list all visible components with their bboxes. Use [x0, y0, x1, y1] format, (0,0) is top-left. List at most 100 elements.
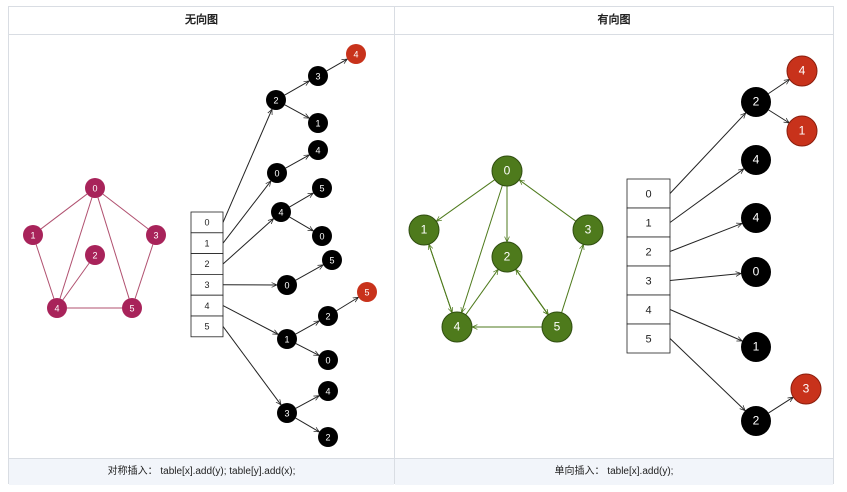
graph-edge [35, 244, 55, 299]
list-node-terminal: 5 [357, 282, 377, 302]
list-node: 5 [312, 178, 332, 198]
list-node: 2 [741, 406, 771, 436]
list-node: 0 [277, 275, 297, 295]
list-link [289, 216, 314, 231]
svg-text:5: 5 [329, 256, 334, 266]
svg-text:0: 0 [645, 188, 651, 200]
svg-text:4: 4 [204, 301, 209, 311]
svg-text:4: 4 [645, 304, 651, 316]
list-node: 4 [271, 202, 291, 222]
list-link [285, 154, 310, 169]
svg-text:2: 2 [325, 433, 330, 443]
svg-text:3: 3 [153, 231, 158, 241]
right-panel-title: 有向图 [395, 7, 833, 35]
graph-edge [134, 244, 154, 299]
figure-frame: 无向图 有向图 对称插入： table[x].add(y); table[y].… [8, 6, 834, 485]
svg-text:1: 1 [30, 231, 35, 241]
svg-text:0: 0 [92, 184, 97, 194]
graph-node: 4 [47, 298, 67, 318]
list-node: 4 [741, 203, 771, 233]
svg-text:5: 5 [364, 288, 369, 298]
list-node: 1 [277, 329, 297, 349]
list-node: 4 [318, 381, 338, 401]
adjacency-table-cell: 3 [626, 265, 671, 296]
svg-text:5: 5 [319, 184, 324, 194]
graph-node: 1 [23, 225, 43, 245]
svg-text:5: 5 [129, 304, 134, 314]
svg-text:4: 4 [325, 387, 330, 397]
list-node: 3 [277, 403, 297, 423]
svg-text:0: 0 [204, 218, 209, 228]
list-node: 0 [267, 163, 287, 183]
svg-text:4: 4 [278, 208, 283, 218]
svg-text:4: 4 [54, 304, 59, 314]
adjacency-table-cell: 5 [190, 315, 224, 338]
list-link [295, 417, 320, 432]
svg-text:0: 0 [274, 169, 279, 179]
svg-text:4: 4 [753, 211, 760, 225]
graph-node: 2 [85, 245, 105, 265]
list-node: 4 [308, 140, 328, 160]
list-node: 5 [322, 250, 342, 270]
svg-text:2: 2 [753, 95, 760, 109]
right-panel-caption: 单向插入： table[x].add(y); [395, 458, 833, 485]
list-node: 1 [741, 332, 771, 362]
adjacency-table-cell: 1 [190, 232, 224, 255]
svg-text:3: 3 [284, 409, 289, 419]
list-node: 0 [312, 226, 332, 246]
list-link [768, 397, 794, 414]
list-link [336, 297, 359, 312]
list-node: 0 [741, 257, 771, 287]
graph-edge [59, 197, 93, 299]
svg-text:5: 5 [554, 320, 561, 334]
svg-text:3: 3 [645, 275, 651, 287]
list-link [295, 395, 319, 409]
adjacency-table-cell: 4 [626, 294, 671, 325]
graph-edge [97, 197, 130, 299]
list-pointer [222, 181, 271, 244]
graph-edge [515, 268, 549, 315]
svg-text:2: 2 [645, 246, 651, 258]
list-pointer [222, 326, 281, 405]
svg-text:3: 3 [585, 223, 592, 237]
graph-node: 4 [441, 311, 473, 343]
svg-text:2: 2 [92, 251, 97, 261]
adjacency-table-cell: 2 [626, 236, 671, 267]
list-node-terminal: 3 [790, 373, 822, 405]
list-link [768, 79, 789, 95]
list-link [295, 320, 320, 335]
svg-text:4: 4 [315, 146, 320, 156]
graph-node: 3 [146, 225, 166, 245]
list-pointer [669, 223, 742, 252]
svg-text:3: 3 [803, 382, 810, 396]
graph-node: 2 [491, 241, 523, 273]
list-pointer [222, 109, 273, 223]
list-node: 3 [308, 66, 328, 86]
adjacency-table-cell: 1 [626, 207, 671, 238]
list-link [289, 193, 314, 208]
graph-node: 0 [491, 155, 523, 187]
graph-edge [436, 179, 496, 222]
list-node-terminal: 4 [346, 44, 366, 64]
list-pointer [669, 273, 741, 281]
svg-text:4: 4 [454, 320, 461, 334]
list-link [295, 264, 324, 281]
adjacency-table-cell: 4 [190, 294, 224, 317]
list-pointer [222, 219, 274, 265]
list-node: 1 [308, 113, 328, 133]
graph-edge [40, 193, 88, 230]
svg-text:0: 0 [319, 232, 324, 242]
adjacency-table-cell: 2 [190, 253, 224, 275]
graph-node: 0 [85, 178, 105, 198]
list-node: 4 [741, 145, 771, 175]
svg-text:2: 2 [504, 250, 511, 264]
list-pointer [222, 305, 278, 335]
list-node-terminal: 1 [786, 115, 818, 147]
svg-text:4: 4 [353, 50, 358, 60]
svg-text:0: 0 [284, 281, 289, 291]
svg-text:0: 0 [753, 265, 760, 279]
svg-text:2: 2 [204, 259, 209, 269]
svg-text:0: 0 [504, 164, 511, 178]
svg-text:4: 4 [799, 64, 806, 78]
